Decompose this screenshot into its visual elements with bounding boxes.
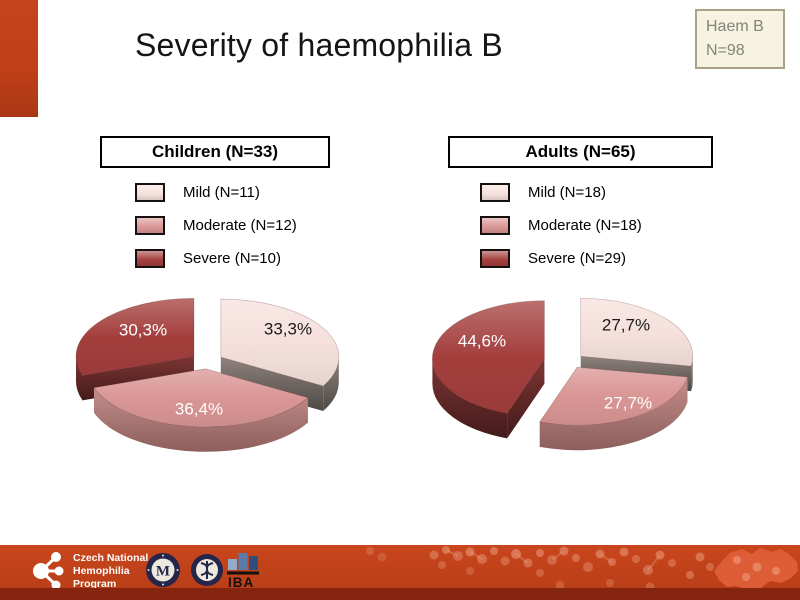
legend-item-mild: Mild (N=11) [135,182,297,202]
total-count-badge: Haem B N=98 [695,9,785,69]
footer-bar: Czech National Hemophilia Program M IBA [0,545,800,600]
page-title: Severity of haemophilia B [135,27,503,63]
legend-item-severe: Severe (N=29) [480,248,642,268]
legend-swatch-mild [135,182,165,202]
masaryk-university-seal-icon: M [146,553,180,587]
cnhp-name-line-2: Hemophilia [73,564,130,577]
pie-slice-label: 30,3% [119,321,167,340]
children-header: Children (N=33) [100,136,330,168]
legend-swatch-mild [480,182,510,202]
cnhp-name-line-3: Program [73,577,117,590]
adults-legend: Mild (N=18) Moderate (N=18) Severe (N=29… [480,182,642,268]
cnhp-logo: Czech National Hemophilia Program [28,550,148,592]
legend-label-mild: Mild (N=11) [183,183,260,201]
molecule-pattern-decoration [366,546,798,592]
footer-stripe [0,588,800,600]
legend-item-moderate: Moderate (N=18) [480,215,642,235]
adults-header: Adults (N=65) [448,136,713,168]
iba-logo: IBA [227,553,259,590]
legend-label-severe: Severe (N=10) [183,249,281,267]
legend-label-moderate: Moderate (N=18) [528,216,642,234]
children-header-label: Children (N=33) [151,142,279,161]
pie-slice-severe [432,300,545,439]
svg-text:M: M [156,564,170,580]
pie-slice-label: 27,7% [604,394,652,413]
legend-swatch-severe [135,248,165,268]
legend-item-moderate: Moderate (N=12) [135,215,297,235]
badge-line-1: Haem B [706,18,764,35]
iba-label: IBA [228,575,254,590]
pie-slice-label: 27,7% [602,316,650,335]
accent-bar [0,0,38,117]
pie-slice-label: 36,4% [175,400,223,419]
adults-header-label: Adults (N=65) [525,142,636,161]
legend-item-severe: Severe (N=10) [135,248,297,268]
legend-label-severe: Severe (N=29) [528,249,626,267]
molecule-icon [33,552,64,590]
cnhp-name-line-1: Czech National [73,551,149,564]
legend-swatch-moderate [480,215,510,235]
medical-faculty-seal-icon [191,554,223,586]
legend-swatch-moderate [135,215,165,235]
children-legend: Mild (N=11) Moderate (N=12) Severe (N=10… [135,182,297,268]
legend-item-mild: Mild (N=18) [480,182,642,202]
pie-slice-label: 44,6% [458,332,506,351]
pie-slice-label: 33,3% [264,320,312,339]
pie-slice-moderate [93,368,309,452]
legend-label-moderate: Moderate (N=12) [183,216,297,234]
legend-swatch-severe [480,248,510,268]
badge-line-2: N=98 [706,42,745,59]
legend-label-mild: Mild (N=18) [528,183,606,201]
pie-chart-children: 30,3% 33,3% 36,4% [75,298,340,452]
pie-chart-adults: 27,7% 44,6% 27,7% [432,297,694,451]
pie-slice-moderate [539,366,688,451]
